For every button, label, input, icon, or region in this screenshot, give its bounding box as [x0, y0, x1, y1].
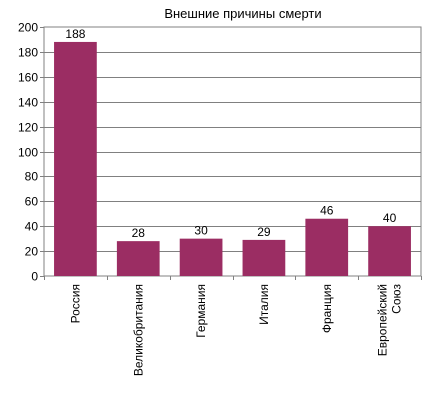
x-tick-label-line: Союз	[390, 284, 404, 314]
chart-title: Внешние причины смерти	[164, 6, 321, 21]
y-tick-label: 60	[25, 195, 39, 209]
x-tick-label-line: Россия	[68, 284, 82, 323]
data-labels: 188 28 30 29 46 40	[65, 27, 396, 240]
x-tick-label-line: Германия	[194, 284, 208, 338]
x-tick-label: Европейский Союз	[376, 284, 404, 357]
y-tick-label: 160	[18, 71, 38, 85]
x-tick-label: Великобритания	[131, 284, 145, 376]
data-label: 30	[194, 224, 208, 238]
y-tick-label: 0	[31, 270, 38, 284]
plot-area-frame	[43, 26, 422, 277]
bar	[116, 241, 160, 276]
data-label: 28	[132, 226, 146, 240]
x-tick-label-line: Европейский	[376, 284, 390, 356]
y-tick-label: 200	[18, 21, 38, 35]
y-tick-label: 120	[18, 121, 38, 135]
x-tick-label: Германия	[194, 284, 208, 338]
y-tick-label: 180	[18, 46, 38, 60]
bars	[54, 41, 411, 276]
bar	[368, 226, 411, 276]
data-label: 188	[65, 27, 85, 41]
x-tick-label: Франция	[320, 284, 334, 333]
y-tick-label: 20	[25, 245, 39, 259]
y-tick-label: 40	[25, 220, 39, 234]
x-tick-label-line: Италия	[257, 284, 271, 325]
x-tick-label-line: Великобритания	[131, 284, 145, 376]
bar	[305, 218, 349, 276]
x-tick-labels: Россия Великобритания Германия Италия Франци…	[68, 284, 403, 377]
y-tick-labels: 0 20 40 60 80 100 120 140 160 180 200	[18, 21, 38, 284]
bar	[242, 239, 286, 276]
bar	[54, 41, 97, 276]
data-label: 29	[257, 225, 271, 239]
axes	[40, 26, 422, 280]
y-tick-label: 100	[18, 146, 38, 160]
gridlines	[44, 52, 421, 252]
bar	[179, 238, 223, 276]
y-tick-label: 80	[25, 170, 39, 184]
x-tick-label-line: Франция	[320, 284, 334, 333]
data-label: 40	[383, 211, 397, 225]
x-tick-label: Италия	[257, 284, 271, 325]
x-tick-label: Россия	[68, 284, 82, 323]
y-tick-label: 140	[18, 96, 38, 110]
data-label: 46	[320, 204, 334, 218]
